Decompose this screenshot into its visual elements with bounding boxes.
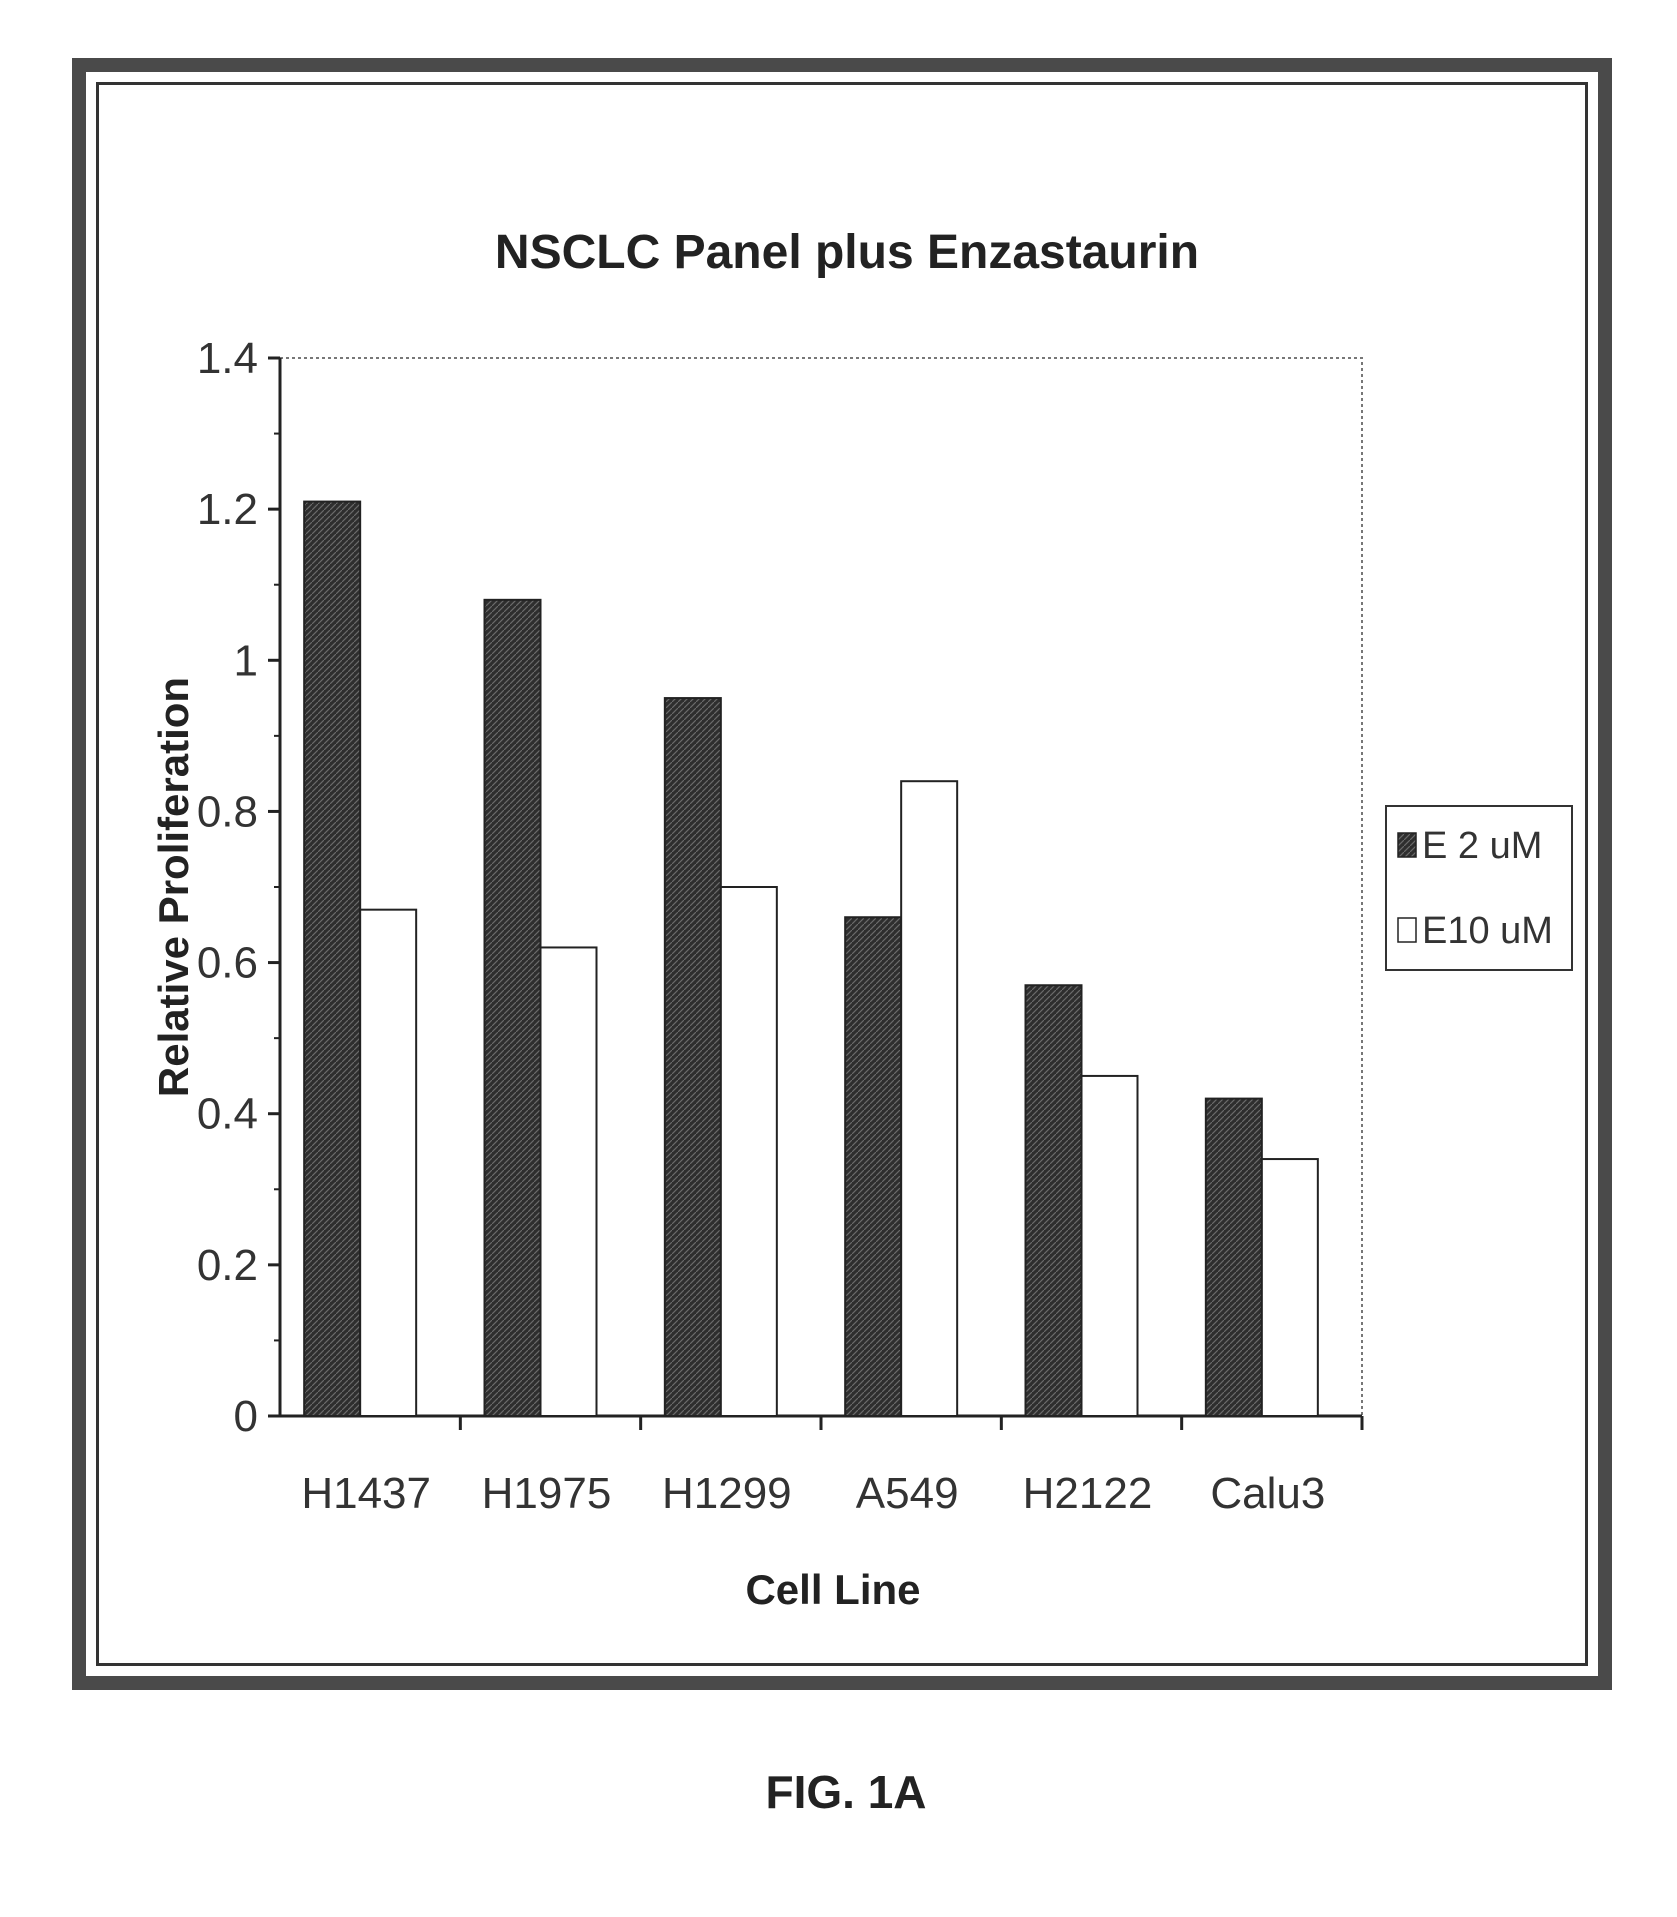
x-axis-ticks	[460, 1416, 1362, 1430]
y-tick-label: 1.4	[197, 334, 258, 383]
bar-e10-h2122	[1082, 1076, 1138, 1416]
y-tick-label: 0	[234, 1392, 258, 1441]
y-axis-ticks: 0 0.2 0.4 0.6 0.8 1 1.2 1.4	[197, 334, 280, 1441]
bar-e2-h1975	[485, 600, 541, 1416]
category-label: H1299	[662, 1469, 792, 1518]
legend-swatch-e10	[1398, 918, 1416, 942]
bar-e10-h1437	[360, 910, 416, 1416]
y-axis-title: Relative Proliferation	[150, 677, 197, 1097]
bar-e10-h1299	[721, 887, 777, 1416]
chart-title: NSCLC Panel plus Enzastaurin	[495, 226, 1199, 279]
legend: E 2 uM E10 uM	[1386, 806, 1572, 970]
category-labels: H1437 H1975 H1299 A549 H2122 Calu3	[301, 1469, 1325, 1518]
y-tick-label: 1	[234, 636, 258, 685]
bar-e2-h1437	[304, 502, 360, 1416]
bar-e10-h1975	[541, 947, 597, 1416]
plot-area	[280, 358, 1362, 1416]
legend-label-e10: E10 uM	[1422, 910, 1553, 952]
category-label: A549	[856, 1469, 959, 1518]
category-label: H1437	[301, 1469, 431, 1518]
category-label: H2122	[1023, 1469, 1153, 1518]
y-tick-label: 0.4	[197, 1090, 258, 1139]
x-axis-title: Cell Line	[745, 1566, 920, 1613]
y-tick-label: 0.6	[197, 939, 258, 988]
category-label: Calu3	[1210, 1469, 1325, 1518]
y-tick-label: 0.2	[197, 1241, 258, 1290]
bar-e2-h1299	[665, 698, 721, 1416]
bar-e2-calu3	[1206, 1099, 1262, 1416]
y-tick-label: 1.2	[197, 485, 258, 534]
bar-e2-h2122	[1026, 985, 1082, 1416]
legend-label-e2: E 2 uM	[1422, 825, 1542, 867]
legend-swatch-e2	[1398, 833, 1416, 857]
bar-e10-a549	[901, 781, 957, 1416]
figure-caption: FIG. 1A	[765, 1766, 926, 1818]
category-label: H1975	[482, 1469, 612, 1518]
y-tick-label: 0.8	[197, 787, 258, 836]
bar-e10-calu3	[1262, 1159, 1318, 1416]
bar-e2-a549	[845, 917, 901, 1416]
